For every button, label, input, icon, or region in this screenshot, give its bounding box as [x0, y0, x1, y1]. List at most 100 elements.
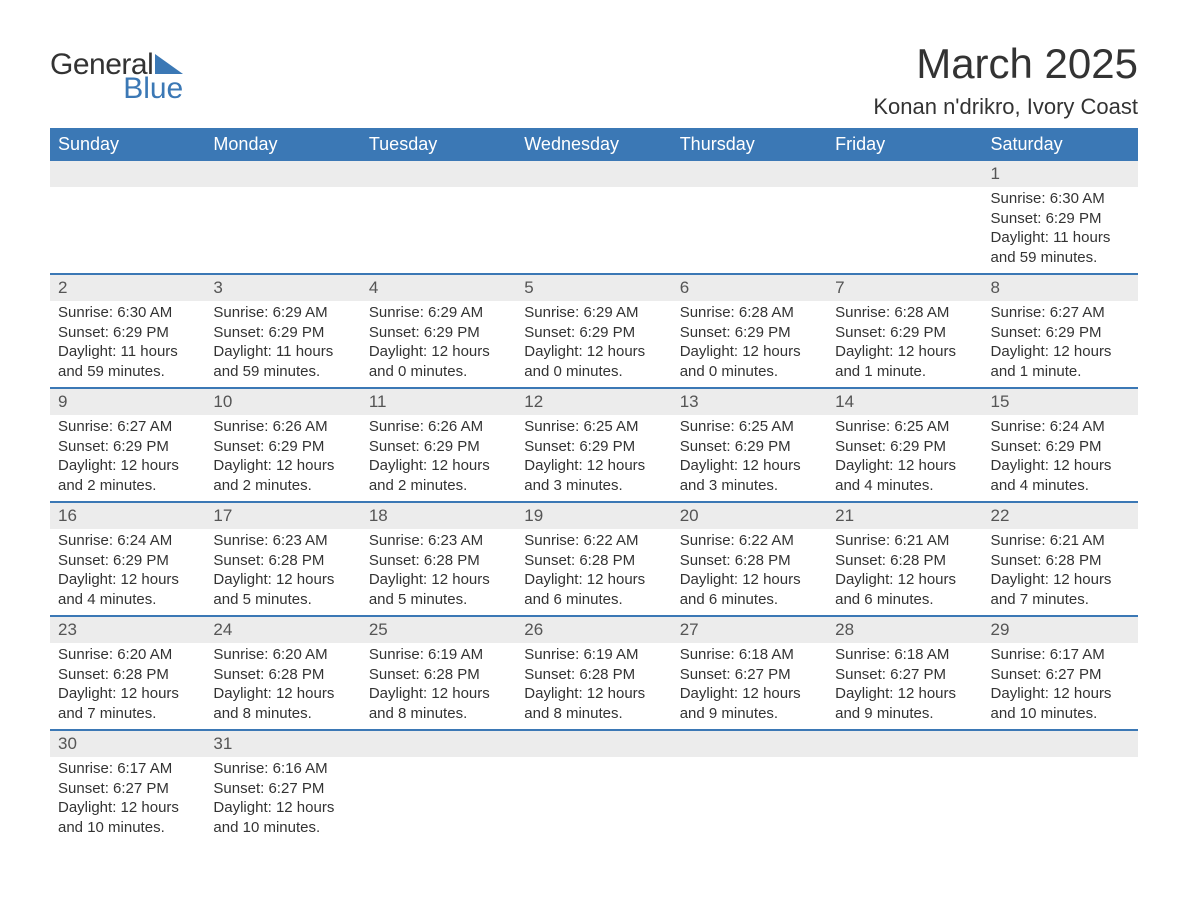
sunrise-line: Sunrise: 6:25 AM	[524, 417, 663, 437]
daylight-line: Daylight: 12 hours and 3 minutes.	[680, 456, 819, 495]
calendar-day-cell: 14Sunrise: 6:25 AMSunset: 6:29 PMDayligh…	[827, 388, 982, 502]
day-number: 8	[983, 275, 1138, 301]
calendar-day-cell	[50, 161, 205, 274]
sunset-line: Sunset: 6:29 PM	[991, 209, 1130, 229]
daylight-line: Daylight: 12 hours and 8 minutes.	[524, 684, 663, 723]
day-number: 5	[516, 275, 671, 301]
calendar-day-cell: 21Sunrise: 6:21 AMSunset: 6:28 PMDayligh…	[827, 502, 982, 616]
logo-text-blue: Blue	[123, 74, 183, 104]
col-monday: Monday	[205, 128, 360, 161]
daylight-line: Daylight: 12 hours and 10 minutes.	[991, 684, 1130, 723]
sunrise-line: Sunrise: 6:17 AM	[58, 759, 197, 779]
sunrise-line: Sunrise: 6:28 AM	[835, 303, 974, 323]
calendar-day-cell	[827, 730, 982, 843]
day-number: 27	[672, 617, 827, 643]
daylight-line: Daylight: 12 hours and 5 minutes.	[369, 570, 508, 609]
day-details: Sunrise: 6:24 AMSunset: 6:29 PMDaylight:…	[50, 529, 205, 615]
sunrise-line: Sunrise: 6:30 AM	[58, 303, 197, 323]
calendar-day-cell: 11Sunrise: 6:26 AMSunset: 6:29 PMDayligh…	[361, 388, 516, 502]
sunrise-line: Sunrise: 6:17 AM	[991, 645, 1130, 665]
sunset-line: Sunset: 6:29 PM	[369, 323, 508, 343]
calendar-day-cell: 3Sunrise: 6:29 AMSunset: 6:29 PMDaylight…	[205, 274, 360, 388]
sunrise-line: Sunrise: 6:26 AM	[369, 417, 508, 437]
day-details: Sunrise: 6:27 AMSunset: 6:29 PMDaylight:…	[983, 301, 1138, 387]
sunset-line: Sunset: 6:29 PM	[58, 437, 197, 457]
sunset-line: Sunset: 6:29 PM	[835, 323, 974, 343]
calendar-body: 1Sunrise: 6:30 AMSunset: 6:29 PMDaylight…	[50, 161, 1138, 843]
day-number: 12	[516, 389, 671, 415]
day-details: Sunrise: 6:22 AMSunset: 6:28 PMDaylight:…	[672, 529, 827, 615]
day-number: 19	[516, 503, 671, 529]
header: General Blue March 2025 Konan n'drikro, …	[50, 40, 1138, 120]
daylight-line: Daylight: 12 hours and 7 minutes.	[58, 684, 197, 723]
day-details: Sunrise: 6:22 AMSunset: 6:28 PMDaylight:…	[516, 529, 671, 615]
calendar-week-row: 9Sunrise: 6:27 AMSunset: 6:29 PMDaylight…	[50, 388, 1138, 502]
calendar-day-cell	[672, 730, 827, 843]
calendar-day-cell: 27Sunrise: 6:18 AMSunset: 6:27 PMDayligh…	[672, 616, 827, 730]
sunset-line: Sunset: 6:29 PM	[213, 323, 352, 343]
sunrise-line: Sunrise: 6:21 AM	[835, 531, 974, 551]
calendar-week-row: 23Sunrise: 6:20 AMSunset: 6:28 PMDayligh…	[50, 616, 1138, 730]
calendar-day-cell	[516, 730, 671, 843]
calendar-day-cell: 19Sunrise: 6:22 AMSunset: 6:28 PMDayligh…	[516, 502, 671, 616]
day-number: 26	[516, 617, 671, 643]
page-title: March 2025	[873, 40, 1138, 88]
sunrise-line: Sunrise: 6:18 AM	[835, 645, 974, 665]
daylight-line: Daylight: 12 hours and 0 minutes.	[680, 342, 819, 381]
day-details: Sunrise: 6:26 AMSunset: 6:29 PMDaylight:…	[361, 415, 516, 501]
col-friday: Friday	[827, 128, 982, 161]
day-details: Sunrise: 6:29 AMSunset: 6:29 PMDaylight:…	[205, 301, 360, 387]
calendar-day-cell: 16Sunrise: 6:24 AMSunset: 6:29 PMDayligh…	[50, 502, 205, 616]
day-details: Sunrise: 6:25 AMSunset: 6:29 PMDaylight:…	[827, 415, 982, 501]
sunrise-line: Sunrise: 6:26 AM	[213, 417, 352, 437]
daylight-line: Daylight: 12 hours and 5 minutes.	[213, 570, 352, 609]
sunset-line: Sunset: 6:29 PM	[680, 437, 819, 457]
day-number: 28	[827, 617, 982, 643]
calendar-day-cell: 15Sunrise: 6:24 AMSunset: 6:29 PMDayligh…	[983, 388, 1138, 502]
day-details: Sunrise: 6:21 AMSunset: 6:28 PMDaylight:…	[827, 529, 982, 615]
calendar-week-row: 2Sunrise: 6:30 AMSunset: 6:29 PMDaylight…	[50, 274, 1138, 388]
day-details: Sunrise: 6:29 AMSunset: 6:29 PMDaylight:…	[516, 301, 671, 387]
calendar-day-cell: 31Sunrise: 6:16 AMSunset: 6:27 PMDayligh…	[205, 730, 360, 843]
col-sunday: Sunday	[50, 128, 205, 161]
daylight-line: Daylight: 11 hours and 59 minutes.	[991, 228, 1130, 267]
col-tuesday: Tuesday	[361, 128, 516, 161]
calendar-day-cell: 9Sunrise: 6:27 AMSunset: 6:29 PMDaylight…	[50, 388, 205, 502]
day-details: Sunrise: 6:17 AMSunset: 6:27 PMDaylight:…	[50, 757, 205, 843]
calendar-day-cell: 26Sunrise: 6:19 AMSunset: 6:28 PMDayligh…	[516, 616, 671, 730]
day-number: 16	[50, 503, 205, 529]
day-number: 14	[827, 389, 982, 415]
day-details: Sunrise: 6:24 AMSunset: 6:29 PMDaylight:…	[983, 415, 1138, 501]
calendar-day-cell: 1Sunrise: 6:30 AMSunset: 6:29 PMDaylight…	[983, 161, 1138, 274]
sunset-line: Sunset: 6:28 PM	[835, 551, 974, 571]
daylight-line: Daylight: 12 hours and 6 minutes.	[680, 570, 819, 609]
daylight-line: Daylight: 12 hours and 1 minute.	[991, 342, 1130, 381]
sunrise-line: Sunrise: 6:23 AM	[213, 531, 352, 551]
daylight-line: Daylight: 12 hours and 10 minutes.	[213, 798, 352, 837]
daylight-line: Daylight: 12 hours and 2 minutes.	[58, 456, 197, 495]
sunset-line: Sunset: 6:27 PM	[213, 779, 352, 799]
sunrise-line: Sunrise: 6:21 AM	[991, 531, 1130, 551]
calendar-day-cell: 5Sunrise: 6:29 AMSunset: 6:29 PMDaylight…	[516, 274, 671, 388]
sunrise-line: Sunrise: 6:19 AM	[524, 645, 663, 665]
day-details: Sunrise: 6:30 AMSunset: 6:29 PMDaylight:…	[50, 301, 205, 387]
calendar-header-row: Sunday Monday Tuesday Wednesday Thursday…	[50, 128, 1138, 161]
day-details: Sunrise: 6:26 AMSunset: 6:29 PMDaylight:…	[205, 415, 360, 501]
daylight-line: Daylight: 12 hours and 0 minutes.	[369, 342, 508, 381]
calendar-day-cell	[205, 161, 360, 274]
calendar-day-cell: 2Sunrise: 6:30 AMSunset: 6:29 PMDaylight…	[50, 274, 205, 388]
sunrise-line: Sunrise: 6:28 AM	[680, 303, 819, 323]
day-number: 7	[827, 275, 982, 301]
calendar-day-cell	[516, 161, 671, 274]
calendar-day-cell: 25Sunrise: 6:19 AMSunset: 6:28 PMDayligh…	[361, 616, 516, 730]
day-details: Sunrise: 6:25 AMSunset: 6:29 PMDaylight:…	[672, 415, 827, 501]
sunrise-line: Sunrise: 6:27 AM	[58, 417, 197, 437]
day-number: 15	[983, 389, 1138, 415]
calendar-day-cell: 17Sunrise: 6:23 AMSunset: 6:28 PMDayligh…	[205, 502, 360, 616]
day-number: 2	[50, 275, 205, 301]
sunset-line: Sunset: 6:28 PM	[991, 551, 1130, 571]
day-number: 21	[827, 503, 982, 529]
sunset-line: Sunset: 6:29 PM	[524, 437, 663, 457]
day-number: 3	[205, 275, 360, 301]
daylight-line: Daylight: 12 hours and 2 minutes.	[369, 456, 508, 495]
